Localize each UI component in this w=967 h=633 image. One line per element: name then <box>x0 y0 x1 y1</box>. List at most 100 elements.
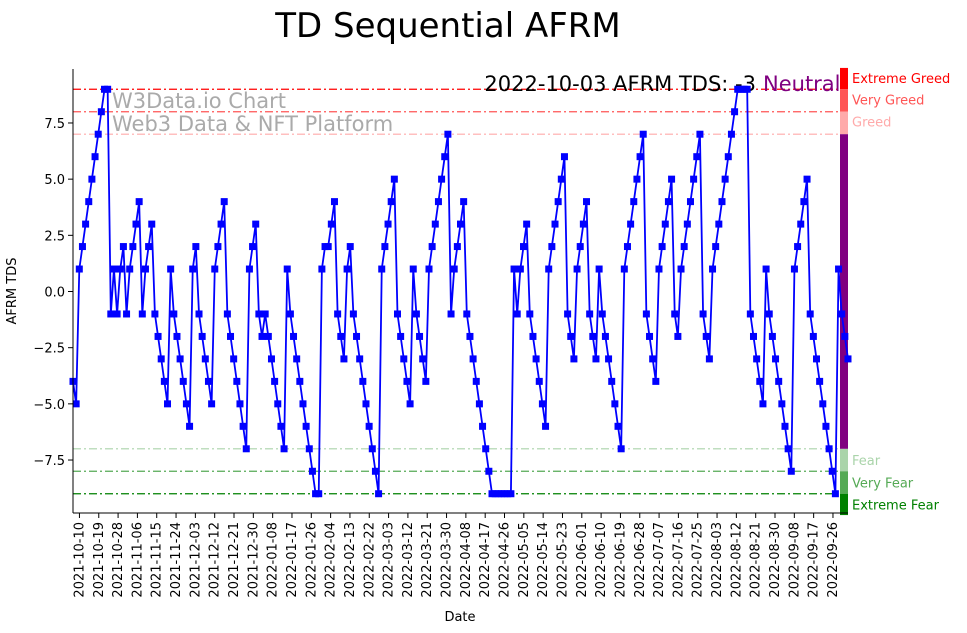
data-point <box>835 265 843 273</box>
data-point <box>671 310 679 318</box>
data-point <box>110 265 118 273</box>
data-point <box>772 355 780 363</box>
data-point <box>223 310 231 318</box>
x-tick-label: 2022-04-26 <box>498 522 513 598</box>
data-point <box>841 332 849 340</box>
data-point <box>617 445 625 453</box>
data-point <box>712 243 720 251</box>
data-point <box>119 243 127 251</box>
data-point <box>264 332 272 340</box>
chart-title: TD Sequential AFRM <box>274 6 621 46</box>
data-point <box>387 198 395 206</box>
data-point <box>529 332 537 340</box>
data-point <box>583 198 591 206</box>
data-point <box>557 175 565 183</box>
data-point <box>164 400 172 408</box>
data-point <box>441 153 449 161</box>
data-point <box>227 332 235 340</box>
data-point <box>428 243 436 251</box>
data-point <box>787 467 795 475</box>
y-tick-label: 7.5 <box>44 117 65 132</box>
data-point <box>252 220 260 228</box>
x-tick-label: 2022-03-21 <box>420 522 435 598</box>
y-tick-label: 0.0 <box>44 286 65 301</box>
data-point <box>831 490 839 498</box>
annotation-status: Neutral <box>763 72 841 96</box>
data-point <box>236 400 244 408</box>
data-point <box>179 377 187 385</box>
y-tick-label: −7.5 <box>33 454 65 469</box>
data-point <box>186 422 194 430</box>
watermark-line2: Web3 Data & NFT Platform <box>112 112 393 136</box>
data-point <box>302 422 310 430</box>
data-point <box>564 310 572 318</box>
x-tick-label: 2022-04-17 <box>478 522 493 598</box>
threshold-label: Fear <box>852 454 881 469</box>
data-point <box>762 265 770 273</box>
data-point <box>567 332 575 340</box>
data-point <box>195 310 203 318</box>
data-point <box>753 355 761 363</box>
data-point <box>249 243 257 251</box>
data-point <box>409 265 417 273</box>
x-tick-label: 2022-01-26 <box>304 522 319 598</box>
data-point <box>239 422 247 430</box>
data-point <box>416 332 424 340</box>
data-point <box>482 445 490 453</box>
y-tick-label: 2.5 <box>44 229 65 244</box>
data-point <box>368 445 376 453</box>
data-point <box>290 332 298 340</box>
data-point <box>167 265 175 273</box>
data-point <box>601 332 609 340</box>
data-point <box>743 85 751 93</box>
x-tick-label: 2022-05-23 <box>555 522 570 598</box>
data-point <box>434 198 442 206</box>
data-point <box>460 198 468 206</box>
data-point <box>790 265 798 273</box>
data-point <box>661 220 669 228</box>
data-point <box>812 355 820 363</box>
data-point <box>343 265 351 273</box>
data-point <box>78 243 86 251</box>
data-point <box>170 310 178 318</box>
data-point <box>182 400 190 408</box>
data-point <box>680 243 688 251</box>
threshold-label: Extreme Greed <box>852 72 950 87</box>
data-point <box>542 422 550 430</box>
data-point <box>472 377 480 385</box>
data-point <box>277 422 285 430</box>
data-point <box>479 422 487 430</box>
data-point <box>595 265 603 273</box>
data-point <box>545 265 553 273</box>
x-tick-label: 2022-08-21 <box>749 522 764 598</box>
data-point <box>683 220 691 228</box>
data-point <box>627 220 635 228</box>
data-point <box>554 198 562 206</box>
x-tick-label: 2022-08-30 <box>768 522 783 598</box>
data-point <box>201 355 209 363</box>
data-point <box>768 332 776 340</box>
data-point <box>267 355 275 363</box>
data-point <box>513 310 521 318</box>
data-point <box>220 198 228 206</box>
data-point <box>375 490 383 498</box>
data-point <box>800 198 808 206</box>
colorbar-segment <box>840 67 848 90</box>
x-tick-label: 2021-10-19 <box>92 522 107 598</box>
data-point <box>614 422 622 430</box>
data-point <box>204 377 212 385</box>
data-point <box>160 377 168 385</box>
data-point <box>526 310 534 318</box>
x-tick-label: 2022-06-28 <box>633 522 648 598</box>
data-point <box>208 400 216 408</box>
data-point <box>422 377 430 385</box>
data-point <box>579 220 587 228</box>
data-point <box>668 175 676 183</box>
data-point <box>88 175 96 183</box>
data-point <box>548 243 556 251</box>
data-point <box>623 243 631 251</box>
threshold-label: Very Fear <box>852 476 914 491</box>
x-tick-label: 2021-11-15 <box>150 522 165 598</box>
data-point <box>516 265 524 273</box>
